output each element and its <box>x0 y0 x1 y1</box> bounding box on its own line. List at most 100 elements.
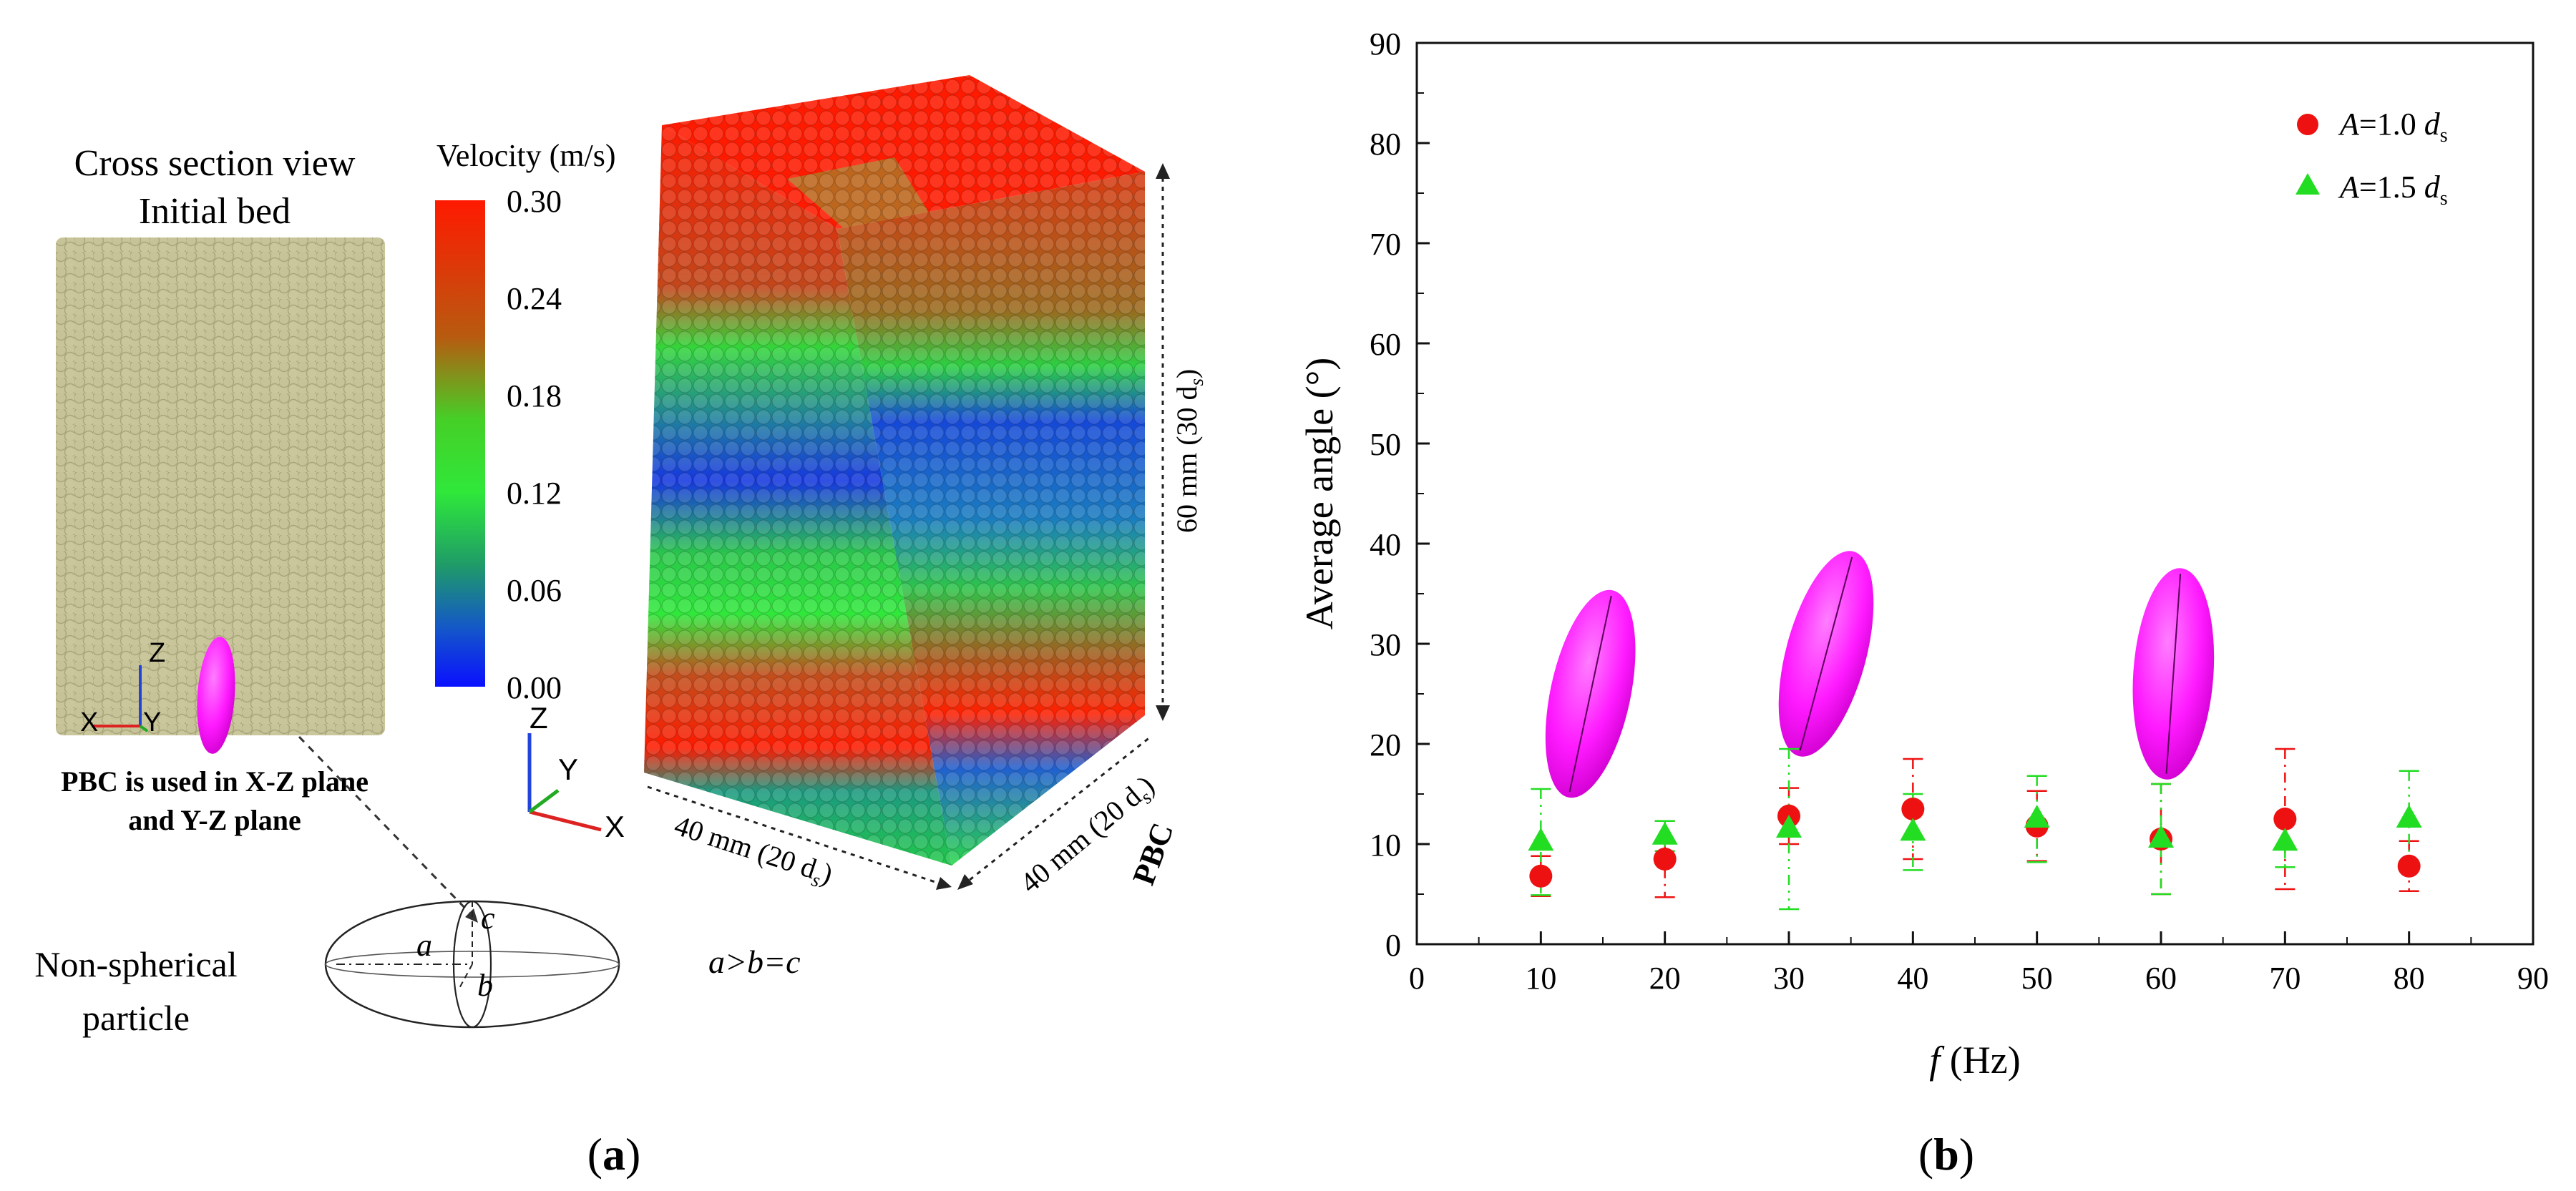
legend-d-1: d <box>2424 107 2441 142</box>
x-tick-label: 30 <box>1773 961 1805 996</box>
bed-axis-triad: Z X Y <box>80 638 165 737</box>
bed3d-axis-y: Y <box>558 753 578 786</box>
legend-d-2: d <box>2424 170 2441 205</box>
height-arrow-bottom <box>1156 705 1170 721</box>
legend-marker-triangle <box>2296 173 2320 195</box>
orientation-glyphs <box>1545 551 2215 798</box>
panel-b-letter: b <box>1933 1129 1959 1180</box>
x-tick-label: 10 <box>1525 961 1556 996</box>
data-point-triangle <box>1528 828 1554 851</box>
bed3d-balls-overlay <box>644 75 1145 866</box>
bed3d-axis-x: X <box>605 810 625 843</box>
bed-particle-glyph <box>197 637 235 754</box>
y-tick-label: 10 <box>1370 828 1401 863</box>
height-label-sub: s <box>1186 378 1207 386</box>
data-point-triangle <box>2396 805 2422 828</box>
data-point-triangle <box>2148 825 2174 848</box>
legend-entry-2: A=1.5 ds <box>2338 170 2448 210</box>
data-point-circle <box>2397 854 2421 878</box>
legend-sub-2: s <box>2440 187 2448 210</box>
orientation-glyph-axis <box>1799 557 1853 751</box>
data-point-circle <box>1901 798 1925 820</box>
y-tick-label: 70 <box>1370 227 1401 262</box>
x-axis-unit: (Hz) <box>1940 1039 2020 1082</box>
panel-b-label: (b) <box>1918 1129 1974 1180</box>
x-axis-ticks: 0 10 20 30 40 50 60 70 80 90 <box>1409 931 2549 996</box>
width-dimension-line <box>647 785 947 887</box>
panel-a-label: (a) <box>587 1129 641 1180</box>
y-tick-label: 40 <box>1370 527 1401 562</box>
x-axis-label: f (Hz) <box>1929 1039 2020 1082</box>
orientation-glyph-axis <box>1568 595 1612 793</box>
height-label-paren: ) <box>1171 369 1203 378</box>
x-tick-label: 90 <box>2517 961 2549 996</box>
axis-b-label: b <box>477 968 493 1003</box>
particle-caption-line1: Non-spherical <box>34 944 237 984</box>
y-tick-label: 90 <box>1370 26 1401 62</box>
y-tick-label: 50 <box>1370 427 1401 462</box>
axis-relation: a>b=c <box>708 944 801 980</box>
y-tick-label: 30 <box>1370 627 1401 662</box>
data-point-circle <box>2273 808 2297 830</box>
legend-var-2: A <box>2338 170 2360 205</box>
colorbar-tick: 0.00 <box>507 670 562 705</box>
pbc-caption-line1: PBC is used in X-Z plane <box>61 765 369 798</box>
data-series <box>1528 748 2422 911</box>
depth-dimension-line <box>962 735 1151 887</box>
panel-a-letter: a <box>602 1129 625 1180</box>
height-label-text: 60 mm (30 d <box>1171 386 1203 533</box>
axis-a-label: a <box>416 928 432 963</box>
ellipsoid-diagram: a c b <box>324 900 620 1029</box>
colorbar-tick: 0.18 <box>507 378 562 413</box>
x-tick-label: 60 <box>2145 961 2177 996</box>
y-tick-label: 80 <box>1370 127 1401 162</box>
pbc-caption-line2: and Y-Z plane <box>128 804 301 836</box>
depth-arrow-left <box>957 874 973 890</box>
colorbar-ticks: 0.30 0.24 0.18 0.12 0.06 0.00 <box>507 184 562 705</box>
initial-bed <box>56 237 385 735</box>
data-point-circle <box>1653 848 1677 871</box>
colorbar-tick: 0.30 <box>507 184 562 219</box>
colorbar-title: Velocity (m/s) <box>436 138 616 173</box>
height-arrow-top <box>1156 163 1170 179</box>
bed3d <box>644 75 1145 866</box>
legend-sub-1: s <box>2440 124 2448 147</box>
legend-rest-2: =1.5 <box>2359 170 2424 205</box>
data-point-triangle <box>1900 818 1926 841</box>
x-tick-label: 80 <box>2394 961 2425 996</box>
x-tick-label: 40 <box>1897 961 1928 996</box>
colorbar-tick: 0.24 <box>507 281 562 316</box>
bed-axis-x: X <box>80 707 98 737</box>
bed-axis-z: Z <box>149 638 165 668</box>
cross-section-title: Cross section view <box>74 143 356 184</box>
legend-marker-circle <box>2297 114 2318 135</box>
panel-a: Cross section view Initial bed Z X Y PBC… <box>34 75 1207 1180</box>
width-arrow-right <box>936 877 952 890</box>
data-point-circle <box>1529 864 1553 888</box>
legend-rest-1: =1.0 <box>2359 107 2424 142</box>
particle-caption-line2: particle <box>82 998 190 1038</box>
y-axis-ticks: 0 10 20 30 40 50 60 70 80 90 <box>1370 26 1430 963</box>
y-tick-label: 0 <box>1385 928 1401 963</box>
data-point-triangle <box>2272 828 2298 851</box>
y-tick-label: 20 <box>1370 727 1401 763</box>
y-tick-label: 60 <box>1370 327 1401 362</box>
x-tick-label: 50 <box>2021 961 2053 996</box>
height-label: 60 mm (30 ds) <box>1171 369 1207 533</box>
colorbar-tick: 0.12 <box>507 476 562 511</box>
legend-var-1: A <box>2338 107 2360 142</box>
legend: A=1.0 ds A=1.5 ds <box>2296 107 2448 210</box>
bed-axis-y: Y <box>143 707 161 737</box>
x-tick-label: 0 <box>1409 961 1425 996</box>
x-tick-label: 70 <box>2269 961 2301 996</box>
colorbar <box>435 200 485 687</box>
initial-bed-title: Initial bed <box>139 191 291 232</box>
bed3d-axis-triad: Z Y X <box>527 701 625 843</box>
pointer-arrow <box>298 735 474 917</box>
axis-c-label: c <box>481 901 495 936</box>
bed3d-axis-z: Z <box>530 701 548 735</box>
orientation-glyph-axis <box>2165 574 2182 774</box>
data-point-triangle <box>2024 805 2050 828</box>
